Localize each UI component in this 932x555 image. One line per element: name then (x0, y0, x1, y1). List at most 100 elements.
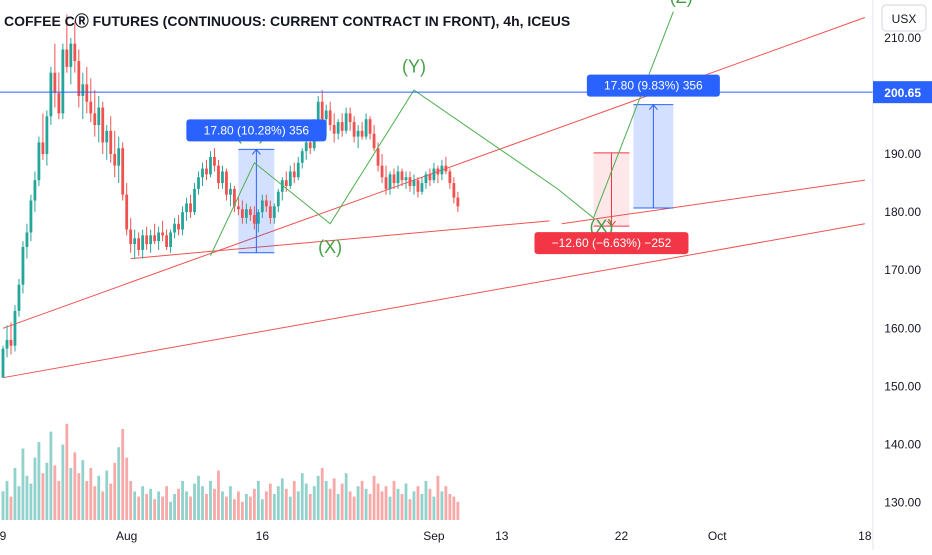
volume-bar (352, 496, 356, 520)
candle-body (121, 148, 125, 195)
candle-body (197, 177, 200, 189)
volume-bar (340, 483, 344, 520)
volume-bar (185, 491, 188, 520)
candle-body (133, 238, 137, 245)
volume-bar (9, 496, 13, 520)
candle-body (157, 232, 161, 242)
candle-body (205, 168, 208, 175)
volume-bar (280, 478, 284, 520)
candle-body (428, 174, 432, 181)
currency-button[interactable]: USX (881, 4, 927, 32)
measure-arrowhead-0 (251, 148, 261, 155)
volume-bar (284, 488, 288, 520)
candle-body (248, 209, 252, 216)
volume-bar (193, 483, 196, 520)
candle-body (45, 116, 49, 155)
candle-body (276, 191, 280, 207)
volume-bars (1, 423, 460, 520)
candle-body (61, 49, 65, 114)
volume-bar (109, 483, 113, 520)
candle-body (77, 61, 81, 96)
volume-bar (1, 491, 5, 520)
volume-bar (169, 501, 172, 520)
volume-bar (77, 473, 81, 520)
candle-body (360, 130, 364, 137)
volume-bar (121, 429, 125, 520)
volume-bar (53, 465, 57, 520)
candle-body (444, 165, 448, 172)
candle-body (201, 168, 204, 178)
candle-body (280, 180, 284, 192)
candle-body (149, 235, 153, 245)
candle-body (408, 177, 412, 186)
volume-bar (57, 481, 61, 520)
volume-bar (13, 468, 17, 520)
x-tick-label: 13 (495, 529, 509, 543)
volume-bar (153, 499, 157, 520)
volume-bar (61, 444, 65, 520)
candle-body (396, 171, 400, 184)
volume-bar (288, 496, 292, 520)
candle-body (348, 113, 352, 123)
volume-bar (380, 491, 384, 520)
candle-body (292, 171, 296, 178)
candle-body (1, 348, 5, 378)
volume-bar (428, 488, 432, 520)
volume-bar (372, 475, 376, 520)
candle-body (388, 174, 392, 189)
candle-body (440, 165, 444, 175)
volume-bar (412, 491, 416, 520)
candle-body (304, 142, 308, 152)
volume-bar (320, 468, 324, 520)
y-axis: 210.00200.00190.00180.00170.00160.00150.… (872, 0, 932, 550)
volume-bar (416, 486, 420, 520)
volume-bar (364, 488, 368, 520)
volume-bar (344, 473, 348, 520)
volume-bar (388, 496, 392, 520)
candle-body (73, 43, 77, 62)
candle-body (376, 148, 380, 166)
candle-body (209, 156, 212, 175)
candle-body (344, 113, 348, 131)
x-tick-label: Sep (423, 529, 445, 543)
candle-body (177, 223, 180, 230)
candle-body (49, 72, 53, 117)
volume-bar (272, 494, 276, 520)
volume-bar (101, 491, 105, 520)
y-tick-label: 160.00 (884, 321, 921, 335)
candle-body (229, 188, 232, 195)
wave-path (210, 11, 674, 256)
candle-body (129, 229, 133, 245)
volume-bar (348, 491, 352, 520)
candle-body (300, 151, 304, 163)
candle-body (432, 168, 436, 181)
x-tick-label: Aug (116, 529, 137, 543)
measure-arrowhead-2 (607, 220, 616, 227)
volume-bar (41, 473, 45, 520)
y-tick-label: 140.00 (884, 437, 921, 451)
candle-body (324, 110, 328, 120)
candle-body (57, 93, 61, 114)
volume-bar (452, 496, 456, 520)
candle-body (225, 171, 228, 195)
price-line-tag-label: 200.65 (884, 86, 921, 100)
chart-title: COFFEE CⓇ FUTURES (CONTINUOUS: CURRENT C… (4, 13, 570, 29)
volume-bar (440, 491, 444, 520)
volume-bar (360, 481, 364, 520)
volume-bar (420, 494, 424, 520)
candle-body (65, 49, 69, 67)
volume-bar (260, 499, 264, 520)
candle-body (105, 130, 109, 143)
candle-body (424, 174, 428, 184)
volume-bar (316, 475, 320, 520)
candle-body (412, 180, 416, 186)
candle-body (189, 203, 192, 213)
volume-bar (97, 475, 101, 520)
x-tick-label: 16 (256, 529, 270, 543)
trend-line-2 (561, 179, 865, 225)
measure-arrowhead-1 (648, 103, 658, 110)
measure-label-box-2 (534, 232, 689, 255)
candle-body (17, 284, 21, 311)
